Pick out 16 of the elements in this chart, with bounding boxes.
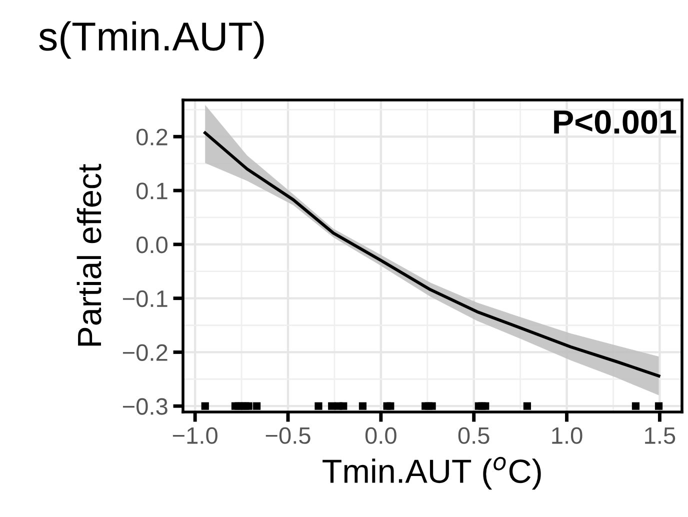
x-tick-label: 1.5 xyxy=(645,427,676,444)
chart-title: s(Tmin.AUT) xyxy=(39,21,264,59)
y-tick-label: 0.1 xyxy=(136,182,168,200)
y-tick-label: −0.3 xyxy=(122,398,168,415)
y-tick-label: 0.2 xyxy=(136,128,168,146)
y-tick-label: −0.2 xyxy=(122,344,168,361)
x-tick-label: 0.5 xyxy=(458,427,490,444)
y-axis-title: Partial effect xyxy=(76,164,102,346)
x-tick-label: 1.0 xyxy=(552,427,582,444)
annotation: P<0.001 xyxy=(554,110,676,134)
y-tick-label: 0.0 xyxy=(136,236,168,254)
y-tick-label: −0.1 xyxy=(122,290,168,308)
x-tick-label: −1.0 xyxy=(172,427,218,444)
x-tick-label: 0.0 xyxy=(365,427,396,444)
x-tick-label: −0.5 xyxy=(266,427,310,444)
x-axis-title: Tmin.AUT ($^{o}$C) xyxy=(322,456,541,490)
